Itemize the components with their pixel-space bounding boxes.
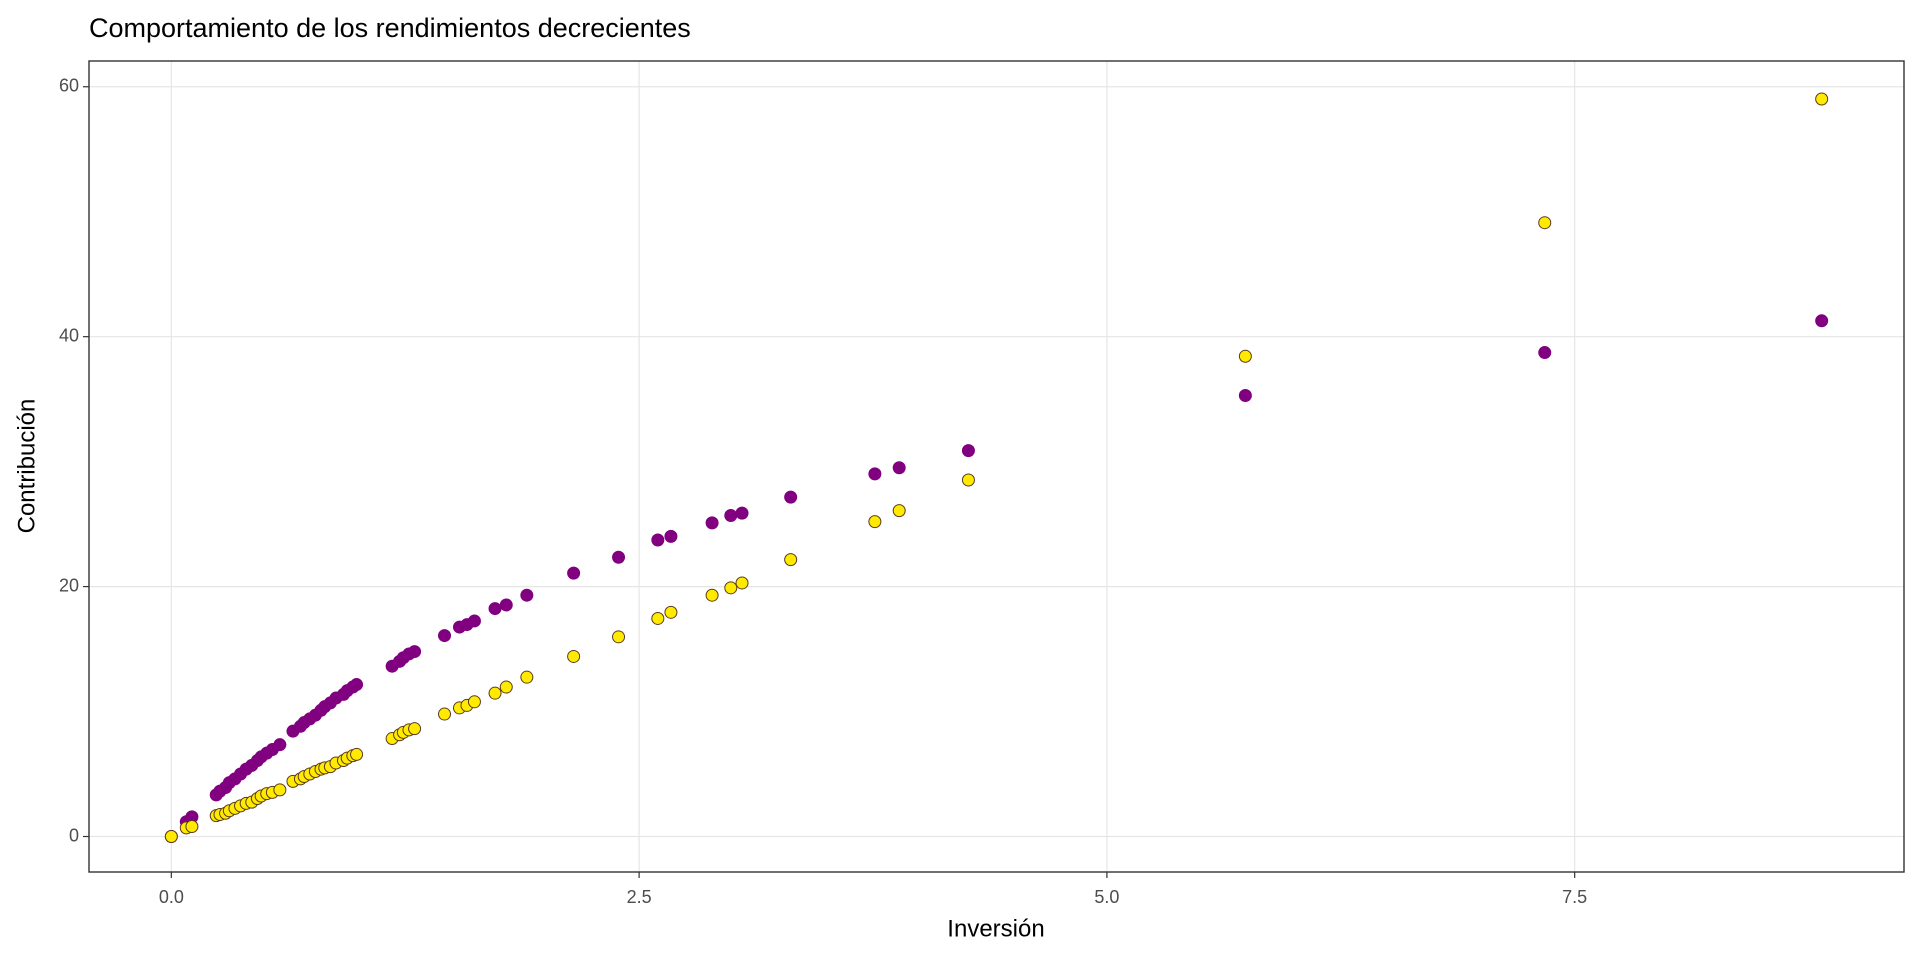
point [1815, 314, 1829, 328]
point [868, 467, 882, 481]
point [892, 504, 906, 518]
point [784, 490, 798, 504]
x-tick-label: 5.0 [1094, 887, 1119, 907]
point [612, 550, 626, 564]
point [499, 598, 513, 612]
chart-title: Comportamiento de los rendimientos decre… [89, 13, 691, 43]
y-axis-title: Contribución [13, 399, 40, 534]
point [651, 533, 665, 547]
x-tick-label: 0.0 [159, 887, 184, 907]
point [499, 680, 513, 694]
point [273, 783, 287, 797]
point [664, 605, 678, 619]
point [567, 566, 581, 580]
point [1238, 349, 1252, 363]
point [1238, 389, 1252, 403]
point [961, 444, 975, 458]
point [724, 508, 738, 522]
point [350, 678, 364, 692]
y-tick-label: 0 [69, 825, 79, 845]
y-tick-label: 60 [59, 75, 79, 95]
x-tick-label: 2.5 [627, 887, 652, 907]
point [1538, 346, 1552, 360]
point [961, 473, 975, 487]
y-tick-label: 20 [59, 575, 79, 595]
point [273, 738, 287, 752]
point [520, 588, 534, 602]
point [488, 686, 502, 700]
point [438, 707, 452, 721]
point [651, 611, 665, 625]
point [1815, 92, 1829, 106]
point [1538, 216, 1552, 230]
point [868, 515, 882, 529]
point [705, 588, 719, 602]
point [164, 830, 178, 844]
x-tick-label: 7.5 [1562, 887, 1587, 907]
x-axis-title: Inversión [947, 915, 1044, 942]
point [408, 645, 422, 659]
point [520, 670, 534, 684]
point [664, 529, 678, 543]
point [612, 630, 626, 644]
point [488, 602, 502, 616]
point [735, 506, 749, 520]
point [724, 581, 738, 595]
point [705, 516, 719, 530]
point [892, 461, 906, 475]
point [350, 747, 364, 761]
plot-border [88, 60, 1905, 873]
y-tick-label: 40 [59, 325, 79, 345]
point [467, 695, 481, 709]
point [735, 576, 749, 590]
point [408, 722, 422, 736]
point [784, 553, 798, 567]
point [185, 820, 199, 834]
point [567, 649, 581, 663]
point [467, 614, 481, 628]
point [438, 629, 452, 643]
